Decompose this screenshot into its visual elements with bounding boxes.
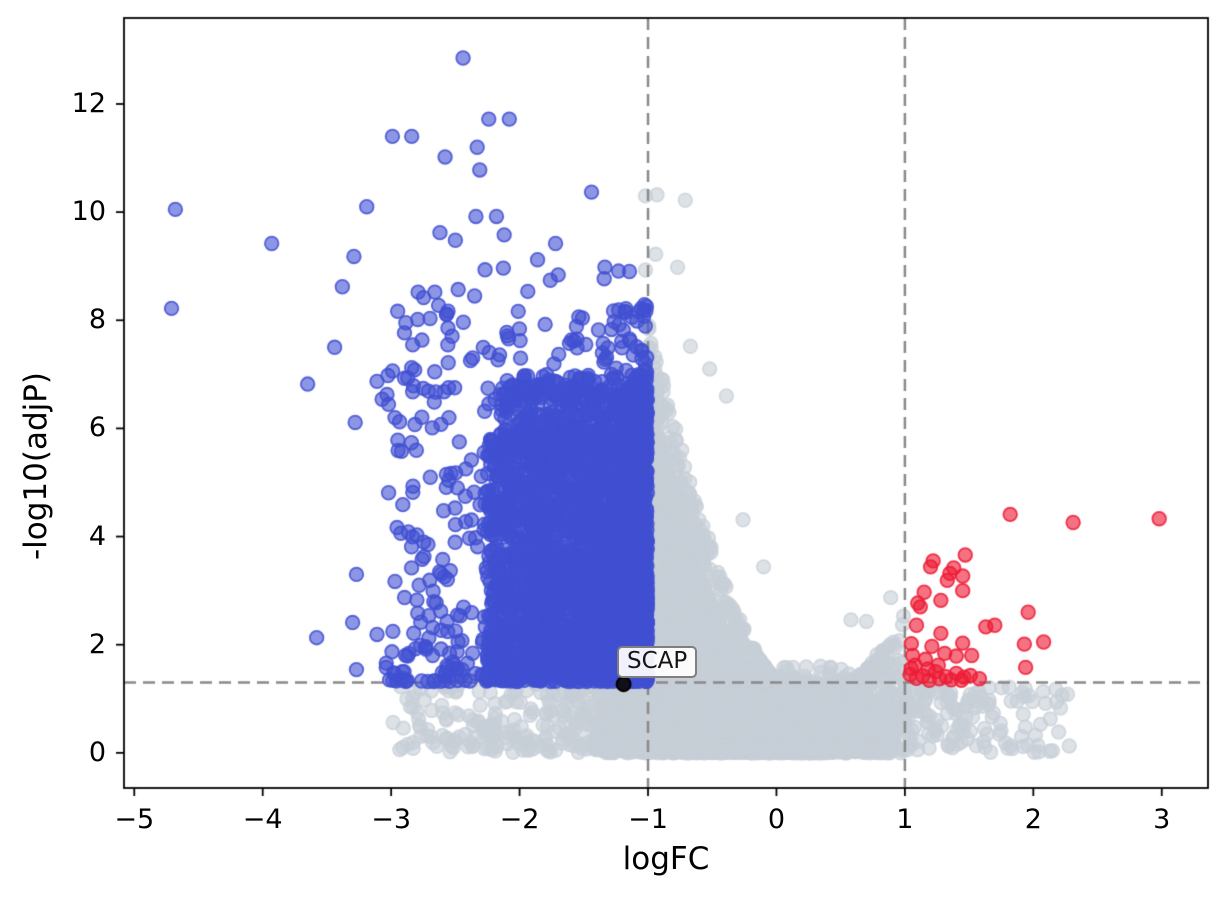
y-tick-label: 4 [88, 520, 106, 552]
x-tick-label: −3 [371, 804, 412, 835]
y-tick-label: 0 [88, 736, 106, 768]
x-tick-label: −2 [499, 804, 540, 835]
x-tick-label: 0 [767, 804, 786, 835]
y-tick-label: 6 [88, 412, 106, 444]
gene-annotation-label: SCAP [617, 646, 698, 678]
y-tick-label: 12 [71, 87, 106, 119]
y-tick-label: 10 [71, 196, 106, 228]
x-tick-label: 3 [1153, 804, 1171, 835]
x-axis-title: logFC [622, 841, 710, 877]
y-tick-label: 2 [88, 628, 106, 660]
y-axis-title: -log10(adjP) [18, 371, 54, 561]
x-tick-label: −4 [242, 804, 283, 835]
x-tick-label: 1 [896, 804, 914, 835]
y-tick-label: 8 [88, 304, 106, 336]
x-tick-label: −1 [628, 804, 668, 835]
x-tick-label: 2 [1024, 804, 1042, 835]
x-tick-label: −5 [114, 804, 155, 835]
